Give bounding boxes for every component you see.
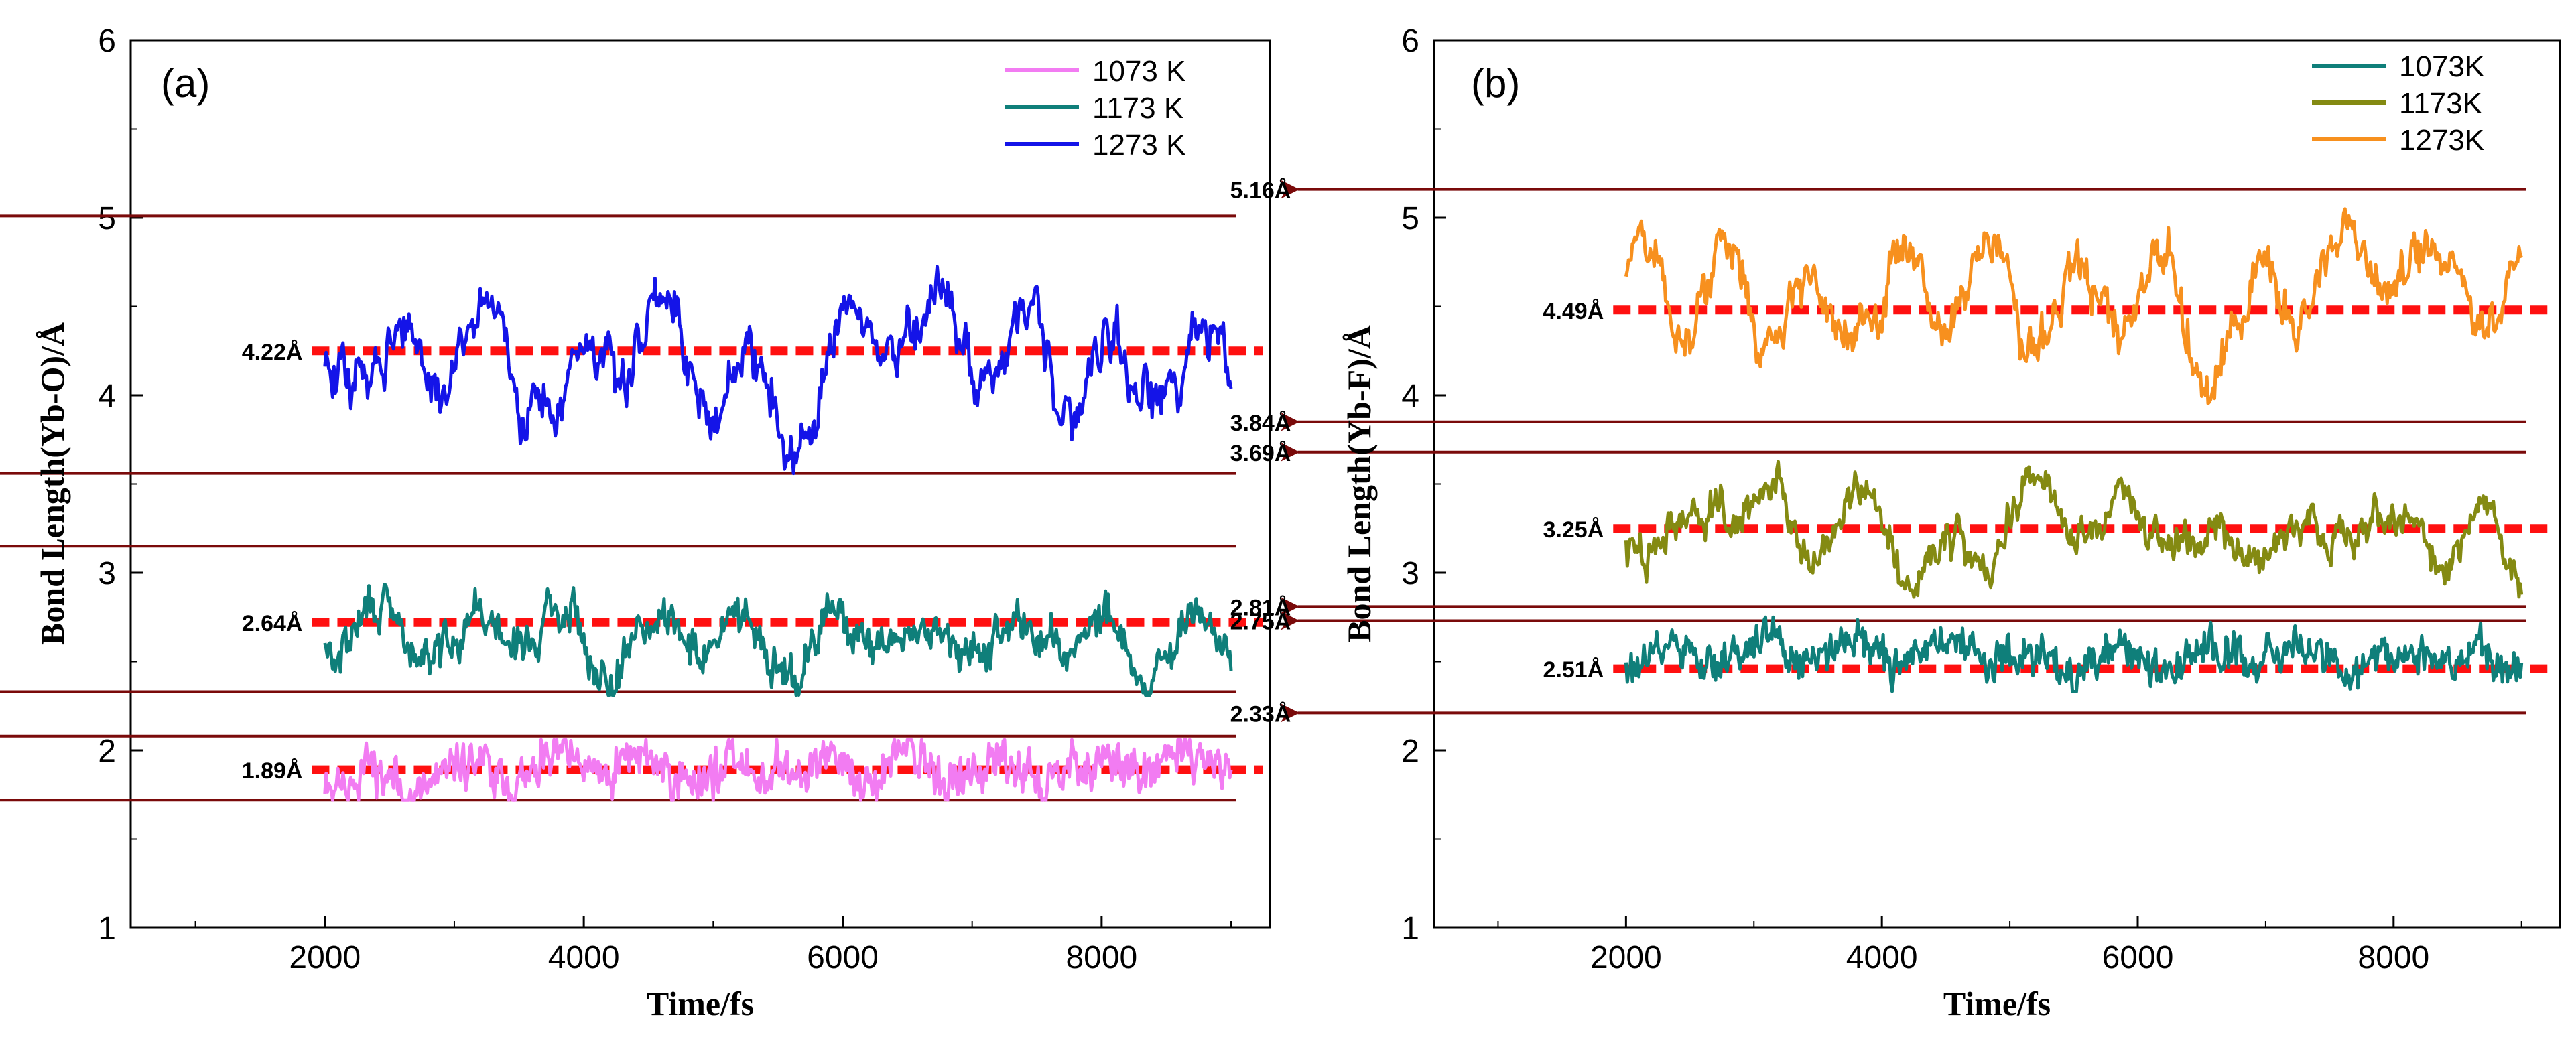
mean-label: 3.25Å [1543, 517, 1604, 543]
y-tick-label: 1 [1401, 911, 1419, 947]
y-axis-title: Bond Length(Yb-F)/Å [1340, 325, 1378, 642]
y-axis-title: Bond Length(Yb-O)/Å [34, 322, 71, 645]
mean-label: 4.22Å [242, 340, 303, 365]
y-tick-label: 4 [98, 378, 116, 414]
x-tick-label: 4000 [548, 940, 620, 975]
x-tick-label: 6000 [807, 940, 879, 975]
panel-label: (b) [1471, 61, 1520, 106]
series-line-1073K [1624, 615, 2524, 693]
bound-label: 2.33Å [1230, 701, 1291, 727]
reference-labels: 5.01Å4.22Å3.56Å3.15Å2.64Å2.31Å2.06Å1.89Å… [242, 340, 303, 784]
y-tick-label: 5 [1401, 201, 1419, 236]
y-tick-label: 6 [98, 23, 116, 59]
series-line-1273K [323, 265, 1233, 476]
panel-a: 1 2 3 4 5 6 2000 4000 6000 8000 5.01Å4.22Å3.56Å3.… [0, 23, 1271, 1022]
y-tick-label: 6 [1401, 23, 1419, 59]
legend-label: 1273K [2399, 124, 2484, 157]
plot-frame [1433, 39, 2561, 929]
legend-label: 1073K [2399, 50, 2484, 83]
bound-label: 3.84Å [1230, 411, 1291, 436]
x-tick-label: 2000 [1590, 940, 1662, 975]
ticks: 1 2 3 4 5 6 2000 4000 6000 8000 [1401, 23, 2522, 975]
legend: 1073 K 1173 K 1273 K [1005, 55, 1185, 161]
reference-lines [1281, 180, 2553, 723]
ticks: 1 2 3 4 5 6 2000 4000 6000 8000 [98, 23, 1232, 975]
y-tick-label: 4 [1401, 378, 1419, 414]
legend: 1073K 1173K 1273K [2312, 50, 2484, 157]
y-tick-label: 2 [1401, 734, 1419, 769]
series-lines [323, 265, 1233, 802]
mean-label: 4.49Å [1543, 299, 1604, 324]
panel-label: (a) [161, 61, 210, 106]
x-tick-label: 4000 [1846, 940, 1918, 975]
x-tick-label: 8000 [2358, 940, 2429, 975]
bound-label: 3.69Å [1230, 441, 1291, 466]
legend-label: 1273 K [1092, 129, 1185, 161]
y-tick-label: 3 [98, 556, 116, 592]
series-line-1173K [1624, 460, 2524, 599]
bound-label: 2.75Å [1230, 610, 1291, 635]
y-tick-label: 1 [98, 911, 116, 947]
x-axis-title: Time/fs [647, 985, 754, 1022]
mean-label: 2.51Å [1543, 657, 1604, 683]
y-tick-label: 3 [1401, 556, 1419, 592]
series-line-1273K [1624, 207, 2524, 405]
series-line-1073K [323, 738, 1233, 802]
series-line-1173K [323, 583, 1233, 697]
reference-lines [0, 214, 1263, 802]
y-tick-label: 5 [98, 201, 116, 236]
x-axis-title: Time/fs [1943, 985, 2051, 1022]
mean-label: 1.89Å [242, 758, 303, 784]
series-lines [1624, 207, 2524, 693]
x-tick-label: 6000 [2102, 940, 2174, 975]
mean-label: 2.64Å [242, 611, 303, 636]
legend-label: 1073 K [1092, 55, 1185, 88]
x-tick-label: 2000 [289, 940, 361, 975]
legend-label: 1173K [2399, 87, 2482, 120]
bound-label: 5.16Å [1230, 178, 1291, 204]
bound-label: 2.81Å [1230, 595, 1291, 620]
y-tick-label: 2 [98, 734, 116, 769]
legend-label: 1173 K [1092, 92, 1183, 125]
panel-b: 1 2 3 4 5 6 2000 4000 6000 8000 5.16Å 4.49Å 3.84Å 3.… [1230, 23, 2561, 1022]
x-tick-label: 8000 [1066, 940, 1137, 975]
